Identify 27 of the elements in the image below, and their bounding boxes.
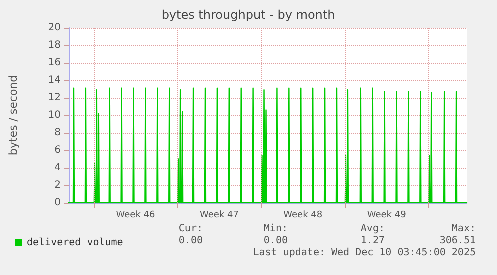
text: Last update: Wed Dec 10 03:45:00 2025 (253, 248, 476, 258)
text: Avg: (360, 224, 385, 234)
x-tick-label: Week 48 (284, 210, 323, 220)
y-tick-label: 16 (48, 58, 61, 68)
text: Max: (452, 224, 476, 234)
y-tick-label: 8 (54, 128, 61, 138)
y-tick-label: 6 (54, 145, 61, 156)
y-tick-label: 4 (54, 162, 61, 174)
y-tick-label: 12 (48, 92, 61, 104)
y-tick-label: 10 (48, 110, 61, 121)
y-axis-title: bytes / second (7, 75, 20, 156)
x-tick-label: Week 47 (200, 210, 239, 220)
y-tick-label: 14 (48, 75, 61, 86)
text: 306.51 (440, 236, 476, 246)
legend-label: delivered volume (27, 238, 124, 248)
text: Min: (264, 224, 288, 234)
text: 0.00 (264, 236, 288, 246)
text: 0.00 (178, 236, 203, 246)
x-tick-label: Week 49 (367, 210, 407, 220)
chart-title: bytes throughput - by month (162, 8, 336, 22)
y-tick-label: 18 (48, 40, 61, 51)
y-tick-label: 20 (48, 22, 61, 34)
x-tick-label: Week 46 (116, 210, 156, 220)
text: 1.27 (360, 236, 385, 246)
y-tick-label: 0 (54, 198, 61, 208)
text: Cur: (178, 224, 203, 234)
y-tick-label: 2 (54, 180, 61, 191)
